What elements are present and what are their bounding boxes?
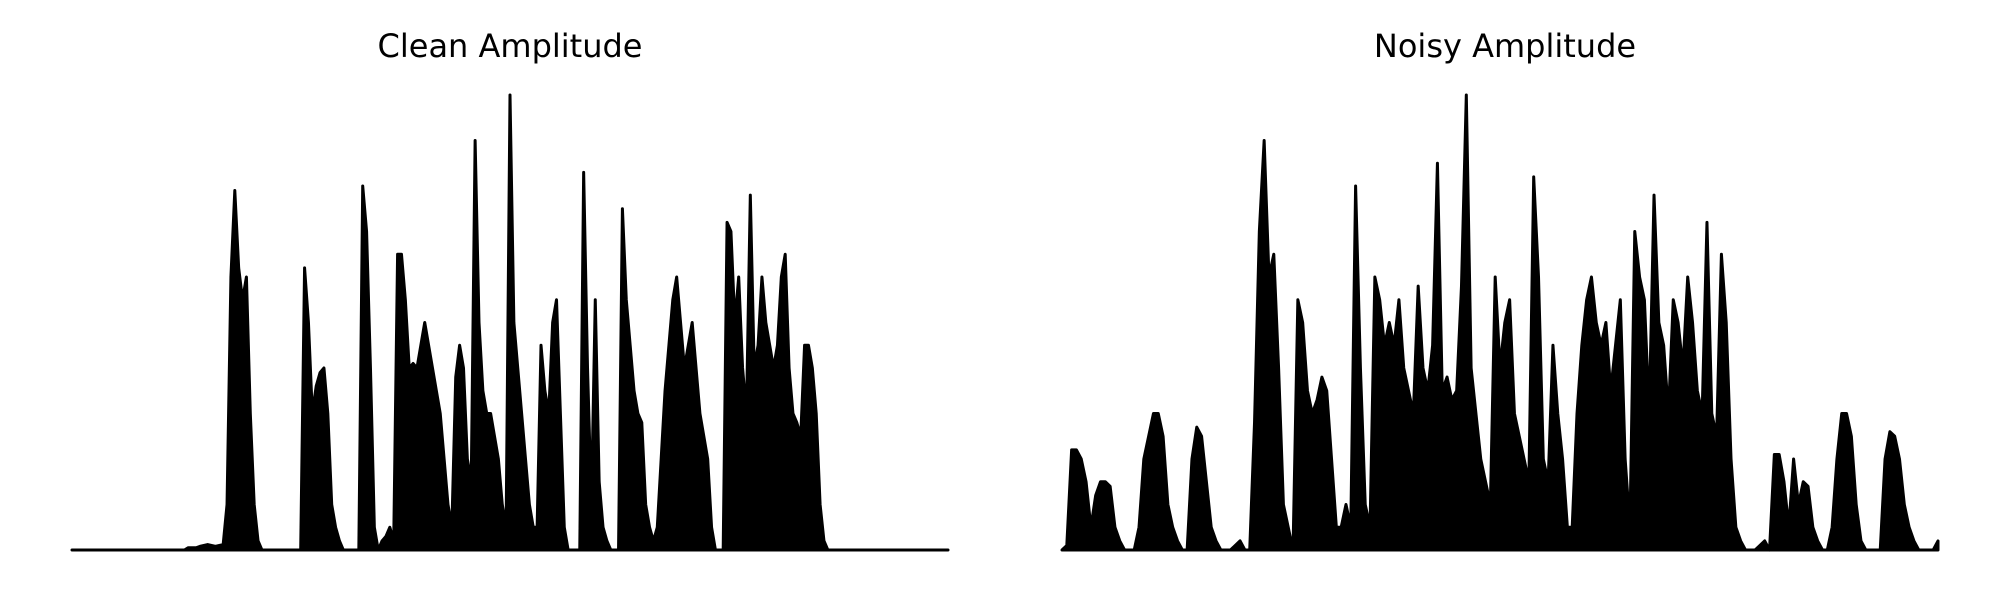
clean-amplitude-waveform: [70, 93, 950, 552]
clean-amplitude-chart: Clean Amplitude: [70, 27, 950, 552]
clean-amplitude-title: Clean Amplitude: [378, 27, 643, 65]
noisy-amplitude-panel: Noisy Amplitude: [1000, 0, 2000, 600]
clean-amplitude-panel: Clean Amplitude: [70, 27, 950, 552]
noisy-amplitude-waveform: [1060, 93, 1940, 552]
noisy-amplitude-chart: Noisy Amplitude: [1060, 27, 1940, 552]
noisy-amplitude-title: Noisy Amplitude: [1374, 27, 1636, 65]
